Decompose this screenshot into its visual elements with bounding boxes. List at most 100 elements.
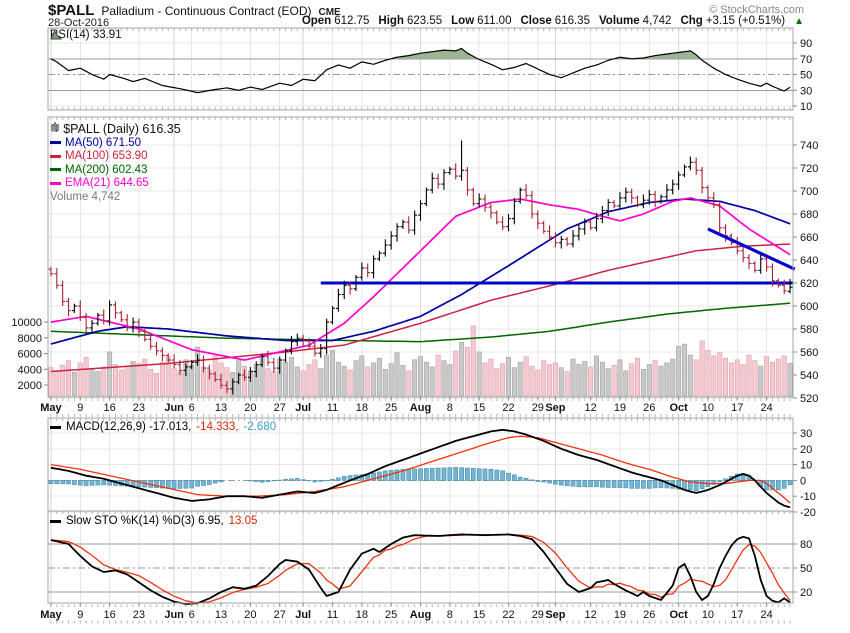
svg-text:22: 22 [502, 609, 514, 621]
svg-text:12: 12 [584, 402, 596, 414]
svg-text:9: 9 [77, 402, 83, 414]
svg-text:740: 740 [800, 140, 818, 152]
quote-volume: Volume 4,742 [598, 15, 672, 27]
svg-text:-10: -10 [800, 491, 816, 503]
svg-text:15: 15 [473, 609, 485, 621]
svg-text:20: 20 [800, 587, 812, 599]
macd-legend: MACD(12,26,9) -17.013, -14.333, -2.680 [50, 421, 276, 433]
svg-text:8: 8 [447, 402, 453, 414]
svg-text:25: 25 [385, 609, 397, 621]
macd-legend-value: MACD(12,26,9) -17.013, [66, 421, 192, 433]
ma200-label: MA(200) 602.43 [65, 163, 148, 176]
svg-text:80: 80 [800, 539, 812, 551]
svg-text:13: 13 [215, 609, 227, 621]
svg-text:25: 25 [385, 402, 397, 414]
svg-text:11: 11 [327, 609, 338, 621]
svg-text:9: 9 [77, 609, 83, 621]
svg-text:30: 30 [800, 428, 812, 440]
svg-text:Sep: Sep [545, 402, 565, 414]
svg-text:580: 580 [800, 324, 818, 336]
svg-text:6: 6 [189, 402, 195, 414]
svg-text:Jul: Jul [295, 609, 311, 621]
macd-line-swatch [50, 425, 61, 429]
svg-text:11: 11 [327, 402, 338, 414]
svg-text:18: 18 [356, 402, 368, 414]
rsi-indicator-icon [50, 29, 62, 40]
svg-text:10: 10 [800, 460, 812, 472]
main-chart-legend: ⇅ $PALL (Daily) 616.35 MA(50) 671.50 MA(… [50, 121, 181, 204]
svg-text:24: 24 [760, 402, 772, 414]
volume-bars-icon [51, 122, 59, 131]
svg-text:Jun: Jun [164, 402, 184, 414]
svg-text:16: 16 [103, 402, 115, 414]
svg-text:May: May [40, 402, 62, 414]
ma100-line-swatch [50, 154, 61, 158]
svg-text:4000: 4000 [18, 364, 42, 376]
svg-text:16: 16 [103, 609, 115, 621]
svg-text:Jun: Jun [164, 609, 184, 621]
macd-hist-value: -2.680 [243, 421, 277, 433]
svg-text:Aug: Aug [410, 402, 431, 414]
rsi-legend-label: RSI(14) 33.91 [50, 29, 122, 41]
ma200-line-swatch [50, 168, 61, 172]
svg-text:-20: -20 [800, 507, 816, 519]
svg-text:50: 50 [800, 70, 812, 82]
stockcharts-credit-link[interactable]: © StockCharts.com [709, 4, 804, 16]
chart-header: $PALL Palladium - Continuous Contract (E… [48, 2, 341, 19]
svg-text:19: 19 [614, 402, 626, 414]
svg-text:10: 10 [702, 402, 714, 414]
svg-text:12: 12 [584, 609, 596, 621]
svg-text:23: 23 [133, 402, 145, 414]
quote-high: High 623.55 [378, 15, 443, 27]
svg-text:24: 24 [760, 609, 772, 621]
svg-text:8: 8 [447, 609, 453, 621]
svg-text:Sep: Sep [545, 609, 565, 621]
svg-text:13: 13 [215, 402, 227, 414]
svg-text:720: 720 [800, 163, 818, 175]
svg-text:520: 520 [800, 393, 818, 405]
svg-text:22: 22 [502, 402, 514, 414]
svg-text:6000: 6000 [18, 349, 42, 361]
svg-text:20: 20 [800, 444, 812, 456]
legend-item-ma200: MA(200) 602.43 [50, 163, 181, 177]
legend-item-ma50: MA(50) 671.50 [50, 136, 181, 150]
svg-text:680: 680 [800, 209, 818, 221]
ma100-label: MA(100) 653.90 [65, 150, 148, 163]
rsi-legend: RSI(14) 33.91 [50, 29, 122, 41]
svg-text:540: 540 [800, 370, 818, 382]
svg-text:17: 17 [731, 609, 743, 621]
svg-text:27: 27 [274, 609, 286, 621]
svg-text:Aug: Aug [410, 609, 431, 621]
quote-close: Close 616.35 [520, 15, 590, 27]
svg-text:20: 20 [244, 609, 256, 621]
sto-k-value: Slow STO %K(14) %D(3) 6.95, [66, 515, 224, 527]
svg-text:29: 29 [532, 609, 544, 621]
chart-date: 28-Oct-2016 [48, 17, 110, 29]
svg-text:Oct: Oct [669, 609, 688, 621]
svg-text:660: 660 [800, 232, 818, 244]
svg-text:Oct: Oct [669, 402, 688, 414]
svg-text:8000: 8000 [18, 333, 42, 345]
ema21-line-swatch [50, 181, 61, 185]
ticker-symbol: $PALL [48, 2, 95, 19]
svg-text:15: 15 [473, 402, 485, 414]
svg-text:23: 23 [133, 609, 145, 621]
svg-text:6: 6 [189, 609, 195, 621]
stochastic-legend: Slow STO %K(14) %D(3) 6.95, 13.05 [50, 515, 257, 527]
svg-text:640: 640 [800, 255, 818, 267]
chart-title: Palladium - Continuous Contract (EOD) [101, 4, 312, 18]
ma50-label: MA(50) 671.50 [65, 136, 142, 149]
svg-text:26: 26 [643, 609, 655, 621]
svg-text:19: 19 [614, 609, 626, 621]
svg-text:2000: 2000 [18, 380, 42, 392]
quote-change: Chg +3.15 (+0.51%) [680, 15, 786, 27]
main-legend-title: $PALL (Daily) 616.35 [63, 121, 181, 136]
ema21-label: EMA(21) 644.65 [65, 177, 149, 190]
svg-text:29: 29 [532, 402, 544, 414]
svg-text:90: 90 [800, 38, 812, 50]
svg-text:30: 30 [800, 85, 812, 97]
volume-label: Volume 4,742 [50, 190, 121, 203]
svg-text:700: 700 [800, 186, 818, 198]
